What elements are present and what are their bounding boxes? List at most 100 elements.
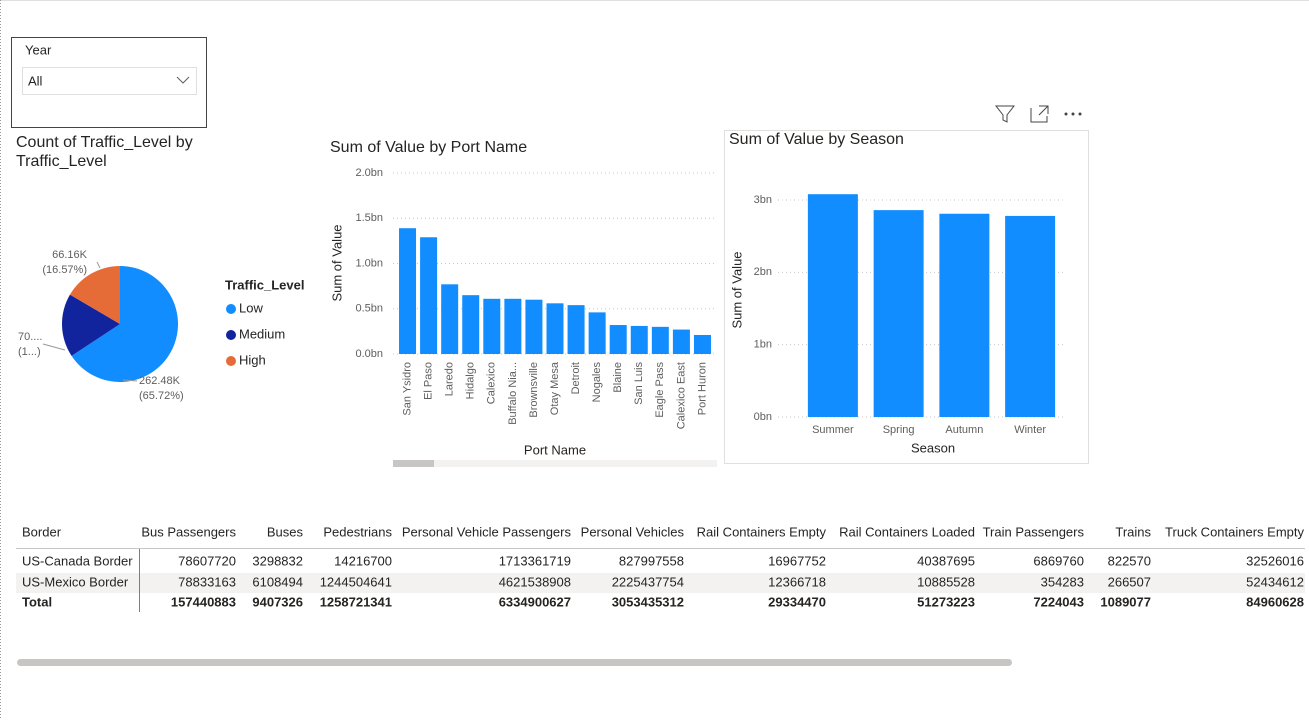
table-cell: 9407326	[252, 594, 303, 609]
data-label: (1...)	[18, 346, 41, 358]
bar	[546, 303, 564, 354]
filter-icon[interactable]	[994, 105, 1016, 123]
table-cell: 822570	[1108, 553, 1151, 568]
bar	[1005, 215, 1056, 417]
y-tick-label: 2.0bn	[355, 167, 383, 179]
table-cell: 78607720	[178, 553, 236, 568]
x-tick-label: Otay Mesa	[549, 361, 561, 415]
legend-title: Traffic_Level	[225, 277, 305, 292]
x-tick-label: Autumn	[945, 424, 983, 436]
x-tick-label: Spring	[883, 424, 915, 436]
x-tick-label: Hidalgo	[465, 362, 477, 399]
legend-label: Medium	[239, 326, 285, 341]
x-tick-label: Eagle Pass	[654, 362, 666, 418]
table-header: Personal Vehicles	[581, 524, 685, 539]
leader-line	[122, 379, 138, 382]
table-cell: 3298832	[252, 553, 303, 568]
dropdown-chevron[interactable]	[176, 76, 190, 84]
table-header: Buses	[267, 524, 304, 539]
bar	[483, 298, 501, 354]
table-cell: 157440883	[171, 594, 236, 609]
visual-border	[724, 130, 1089, 464]
x-tick-label: Laredo	[444, 362, 456, 396]
table-cell: 6869760	[1033, 553, 1084, 568]
bar	[399, 228, 417, 354]
scrollbar-thumb[interactable]	[393, 460, 434, 467]
table-cell: Total	[22, 594, 52, 609]
y-tick-label: 2bn	[754, 266, 772, 278]
table-header: Trains	[1115, 524, 1151, 539]
bar	[441, 284, 459, 354]
bar	[462, 295, 480, 354]
bar	[939, 213, 990, 417]
data-label: (65.72%)	[139, 390, 184, 402]
chart-title: Sum of Value by Season	[729, 131, 904, 148]
table-cell: 7224043	[1033, 594, 1084, 609]
leader-line	[96, 261, 101, 269]
x-tick-label: Calexico	[486, 362, 498, 404]
table-cell: 2225437754	[612, 574, 684, 589]
data-label: 262.48K	[139, 375, 181, 387]
y-tick-label: 1bn	[754, 339, 772, 351]
bar	[420, 237, 438, 354]
table-cell: 14216700	[334, 553, 392, 568]
table-cell: 29334470	[768, 594, 826, 609]
table-cell: 51273223	[917, 594, 975, 609]
slicer-dropdown[interactable]	[22, 67, 197, 95]
table-cell: 354283	[1041, 574, 1084, 589]
slicer-selected[interactable]: All	[28, 73, 43, 88]
x-tick-label: Buffalo Nia...	[507, 362, 519, 425]
legend-marker	[226, 330, 236, 340]
pie-slice	[62, 294, 120, 356]
x-tick-label: Brownsville	[528, 362, 540, 418]
legend-label: High	[239, 352, 266, 367]
x-tick-label: El Paso	[423, 362, 435, 400]
x-tick-label: Detroit	[570, 362, 582, 394]
x-tick-label: Nogales	[591, 362, 603, 403]
table-header: Pedestrians	[323, 524, 392, 539]
legend-label: Low	[239, 300, 263, 315]
data-label: (16.57%)	[42, 264, 87, 276]
bar	[504, 298, 522, 354]
legend-marker	[226, 356, 236, 366]
table-cell: 40387695	[917, 553, 975, 568]
bar	[651, 326, 669, 354]
table-cell: 6334900627	[499, 594, 571, 609]
table-cell: 266507	[1108, 574, 1151, 589]
y-tick-label: 0bn	[754, 411, 772, 423]
table-cell: 1258721341	[320, 594, 392, 609]
bar	[807, 194, 858, 417]
more-options-icon[interactable]	[1064, 112, 1082, 116]
pie-slice	[69, 266, 120, 324]
x-tick-label: Summer	[812, 424, 854, 436]
table-cell: 1713361719	[499, 553, 571, 568]
y-axis-title: Sum of Value	[329, 224, 344, 301]
table-scrollbar[interactable]	[17, 659, 1012, 666]
data-label: 70....	[18, 331, 42, 343]
bar	[693, 334, 711, 354]
pie-slice	[71, 266, 179, 382]
focus-icon[interactable]	[1030, 105, 1049, 123]
y-axis-title: Sum of Value	[729, 251, 744, 328]
x-tick-label: Winter	[1014, 424, 1046, 436]
bar	[672, 329, 690, 354]
title-part: Count of Traffic_Level by	[16, 134, 193, 151]
table-cell: 1244504641	[320, 574, 392, 589]
table-cell: 3053435312	[612, 594, 684, 609]
scrollbar-track[interactable]	[393, 460, 717, 467]
table-header: Border	[22, 524, 62, 539]
x-tick-label: Port Huron	[696, 362, 708, 415]
data-label: 66.16K	[52, 249, 88, 261]
bar	[567, 305, 585, 354]
x-tick-label: San Luis	[633, 362, 645, 405]
y-tick-label: 0.5bn	[355, 303, 383, 315]
table-cell: 78833163	[178, 574, 236, 589]
table-cell: 1089077	[1100, 594, 1151, 609]
chart-title: Count of Traffic_Level by Traffic_Level	[16, 134, 193, 170]
table-cell: US-Mexico Border	[22, 574, 129, 589]
y-tick-label: 0.0bn	[355, 348, 383, 360]
table-cell: 4621538908	[499, 574, 571, 589]
title-part: Traffic_Level	[16, 153, 107, 170]
bar	[630, 325, 648, 354]
table-header: Rail Containers Empty	[697, 524, 827, 539]
